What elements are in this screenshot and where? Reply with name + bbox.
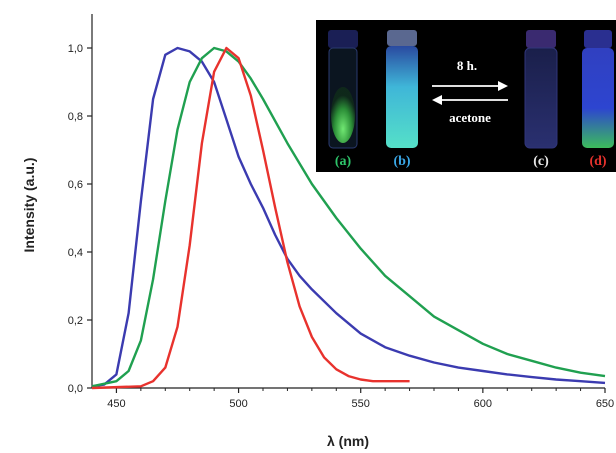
- x-tick-label: 600: [474, 398, 492, 410]
- y-tick-label: 0,6: [68, 179, 83, 191]
- vial-a-image: [328, 30, 358, 149]
- x-axis-title: λ (nm): [327, 433, 369, 449]
- green-emission-curve: [91, 46, 606, 388]
- y-tick-label: 0,4: [68, 247, 83, 259]
- y-tick-label: 0,2: [68, 315, 83, 327]
- vial-c-image: [524, 30, 558, 149]
- inset-photo: 8 h. acetone (a) (b) (c) (d): [316, 20, 616, 172]
- y-axis-title: Intensity (a.u.): [21, 158, 37, 253]
- arrow-top-label: 8 h.: [457, 58, 477, 73]
- y-tick-label: 0,8: [68, 111, 83, 123]
- vial-label-c: (c): [533, 154, 549, 169]
- vial-label-d: (d): [589, 154, 606, 169]
- y-ticks: 0,0 0,2 0,4 0,6 0,8 1,0: [68, 43, 92, 395]
- blue-emission-curve: [91, 46, 606, 388]
- x-ticks: 450 500 550 600 650: [107, 388, 614, 410]
- x-tick-label: 650: [596, 398, 614, 410]
- x-tick-label: 450: [107, 398, 125, 410]
- y-tick-label: 1,0: [68, 43, 83, 55]
- red-emission-curve: [91, 46, 410, 390]
- vial-d-image: [582, 30, 614, 148]
- vial-b-image: [386, 30, 418, 148]
- vial-label-a: (a): [335, 154, 352, 169]
- left-arrow-head: [432, 95, 442, 105]
- series-lines: [91, 46, 606, 390]
- inset-background: [316, 20, 616, 172]
- x-tick-label: 500: [229, 398, 247, 410]
- arrow-bottom-label: acetone: [449, 110, 491, 125]
- y-tick-label: 0,0: [68, 383, 83, 395]
- right-arrow-head: [498, 81, 508, 91]
- x-tick-label: 550: [352, 398, 370, 410]
- vial-label-b: (b): [393, 154, 410, 169]
